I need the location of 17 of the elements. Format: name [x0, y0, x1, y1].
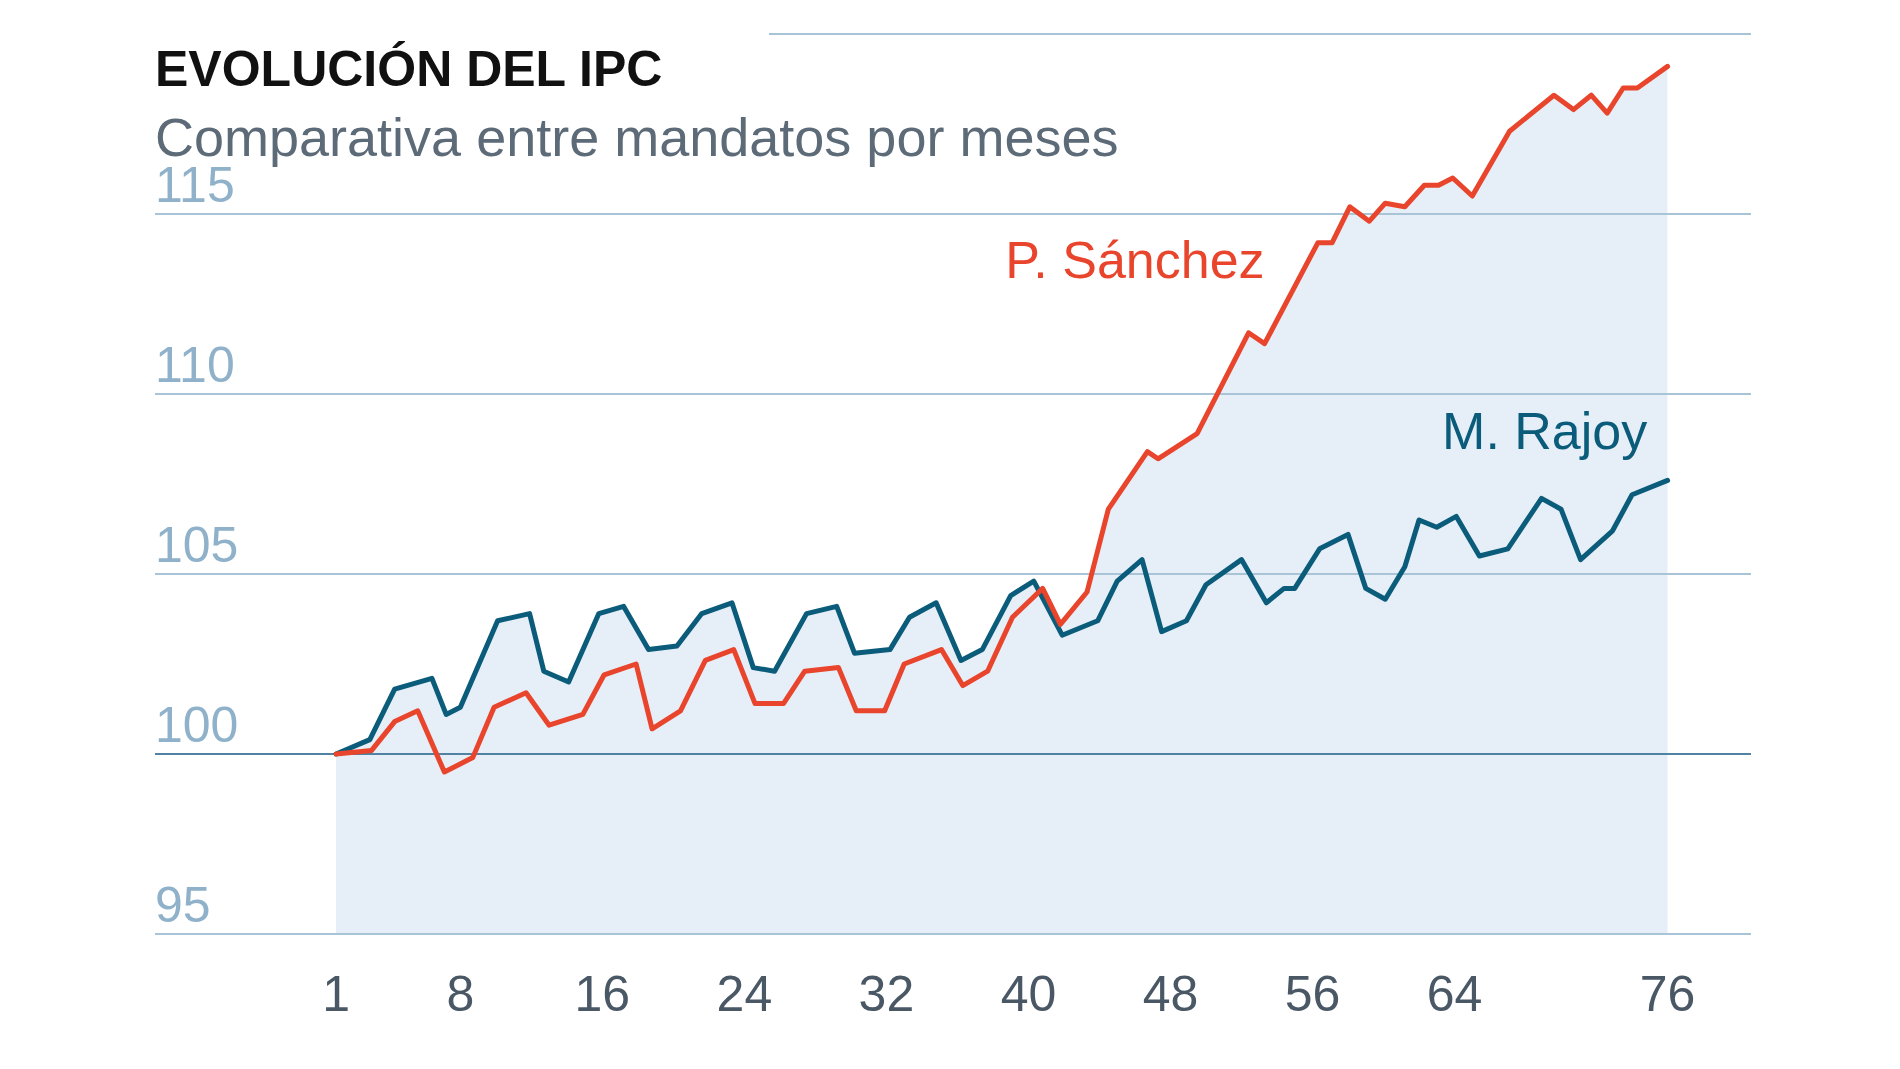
x-tick-label: 32 — [858, 965, 915, 1022]
y-tick-label: 95 — [155, 877, 211, 933]
y-tick-label: 100 — [155, 697, 239, 753]
x-tick-label: 64 — [1426, 965, 1483, 1022]
x-tick-label: 40 — [1000, 965, 1057, 1022]
x-tick-label: 56 — [1284, 965, 1341, 1022]
series-label: P. Sánchez — [1005, 230, 1265, 289]
y-tick-label: 110 — [155, 337, 235, 393]
x-tick-label: 16 — [574, 965, 631, 1022]
y-tick-label: 105 — [155, 517, 239, 573]
x-tick-label: 76 — [1639, 965, 1696, 1022]
chart-title: EVOLUCIÓN DEL IPC — [155, 40, 664, 98]
x-tick-label: 8 — [446, 965, 475, 1022]
x-tick-label: 48 — [1142, 965, 1199, 1022]
x-tick-label: 24 — [716, 965, 773, 1022]
x-tick-label: 1 — [322, 965, 350, 1022]
series-label: M. Rajoy — [1442, 401, 1648, 460]
